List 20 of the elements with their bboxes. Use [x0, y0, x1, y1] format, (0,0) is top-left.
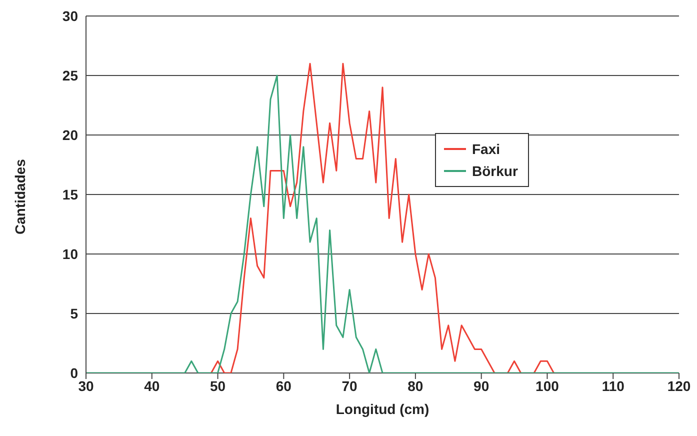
legend-label: Faxi: [472, 141, 500, 157]
y-axis-title: Cantidades: [12, 158, 28, 234]
x-tick-label: 100: [536, 378, 560, 394]
x-tick-label: 80: [408, 378, 424, 394]
x-tick-label: 50: [210, 378, 226, 394]
x-tick-label: 40: [144, 378, 160, 394]
x-tick-label: 110: [602, 378, 625, 394]
legend-label: Börkur: [472, 163, 518, 179]
x-tick-label: 90: [474, 378, 490, 394]
x-tick-label: 120: [667, 378, 691, 394]
y-tick-label: 20: [62, 126, 78, 143]
x-tick-label: 70: [342, 378, 358, 394]
y-tick-label: 5: [70, 305, 78, 322]
x-axis-title: Longitud (cm): [336, 401, 430, 417]
y-tick-label: 25: [62, 67, 78, 84]
y-tick-label: 0: [70, 364, 78, 381]
y-tick-label: 15: [62, 186, 78, 202]
y-tick-label: 10: [62, 246, 78, 262]
x-tick-label: 60: [276, 378, 292, 394]
y-tick-label: 30: [62, 8, 78, 24]
